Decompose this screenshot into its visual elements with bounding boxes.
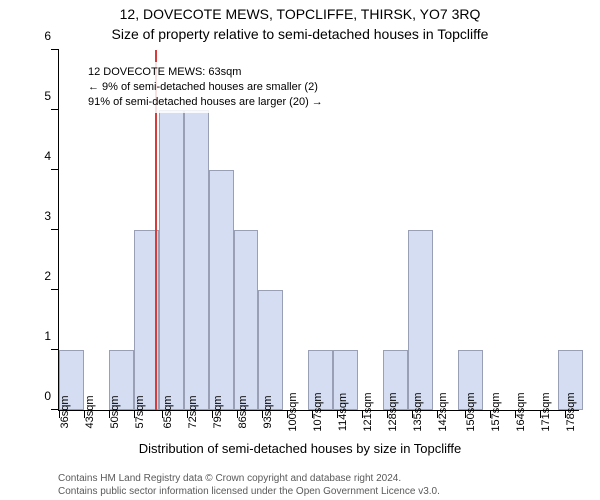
histogram-bar [184,110,209,410]
annotation-line: ← 9% of semi-detached houses are smaller… [88,80,323,95]
y-tick-label: 0 [31,389,51,403]
x-tick-label: 43sqm [84,395,96,428]
x-tick-label: 86sqm [237,395,249,428]
chart-title-sub: Size of property relative to semi-detach… [0,26,600,42]
x-tick-label: 114sqm [337,393,349,431]
y-tick [51,49,59,50]
x-axis-label: Distribution of semi-detached houses by … [0,441,600,456]
x-tick-label: 50sqm [109,395,121,428]
x-tick-label: 93sqm [262,395,274,428]
histogram-bar [258,290,283,410]
x-tick-label: 107sqm [312,392,324,431]
x-tick-label: 164sqm [515,392,527,431]
histogram-bar [159,110,184,410]
y-tick [51,109,59,110]
footer-line: Contains HM Land Registry data © Crown c… [58,472,440,485]
histogram-bar [234,230,259,410]
x-tick-label: 57sqm [134,395,146,428]
x-tick-label: 65sqm [162,395,174,428]
annotation-box: 12 DOVECOTE MEWS: 63sqm ← 9% of semi-det… [83,62,328,113]
x-tick-label: 157sqm [490,392,502,431]
footer-line: Contains public sector information licen… [58,485,440,498]
y-tick-label: 4 [31,149,51,163]
x-tick-label: 79sqm [212,395,224,428]
x-tick-label: 128sqm [387,392,399,431]
y-tick [51,289,59,290]
footer-attribution: Contains HM Land Registry data © Crown c… [58,472,440,498]
annotation-line: 12 DOVECOTE MEWS: 63sqm [88,65,323,80]
y-tick-label: 2 [31,269,51,283]
y-tick-label: 3 [31,209,51,223]
x-tick-label: 72sqm [187,395,199,428]
x-tick-label: 121sqm [362,392,374,431]
x-tick-label: 36sqm [59,395,71,428]
y-tick-label: 5 [31,89,51,103]
plot-area: 0123456 36sqm43sqm50sqm57sqm65sqm72sqm79… [58,50,579,411]
x-tick-label: 178sqm [565,392,577,431]
annotation-line: 91% of semi-detached houses are larger (… [88,95,323,110]
x-tick-label: 135sqm [412,392,424,431]
x-tick-label: 171sqm [540,392,552,431]
y-tick-label: 6 [31,29,51,43]
y-tick [51,229,59,230]
chart-container: 12, DOVECOTE MEWS, TOPCLIFFE, THIRSK, YO… [0,0,600,500]
x-tick-label: 142sqm [437,392,449,431]
histogram-bar [209,170,234,410]
y-tick [51,169,59,170]
y-tick [51,349,59,350]
y-tick [51,409,59,410]
x-tick-label: 150sqm [465,392,477,431]
x-tick-label: 100sqm [287,392,299,431]
y-tick-label: 1 [31,329,51,343]
chart-title-main: 12, DOVECOTE MEWS, TOPCLIFFE, THIRSK, YO… [0,6,600,22]
histogram-bar [408,230,433,410]
